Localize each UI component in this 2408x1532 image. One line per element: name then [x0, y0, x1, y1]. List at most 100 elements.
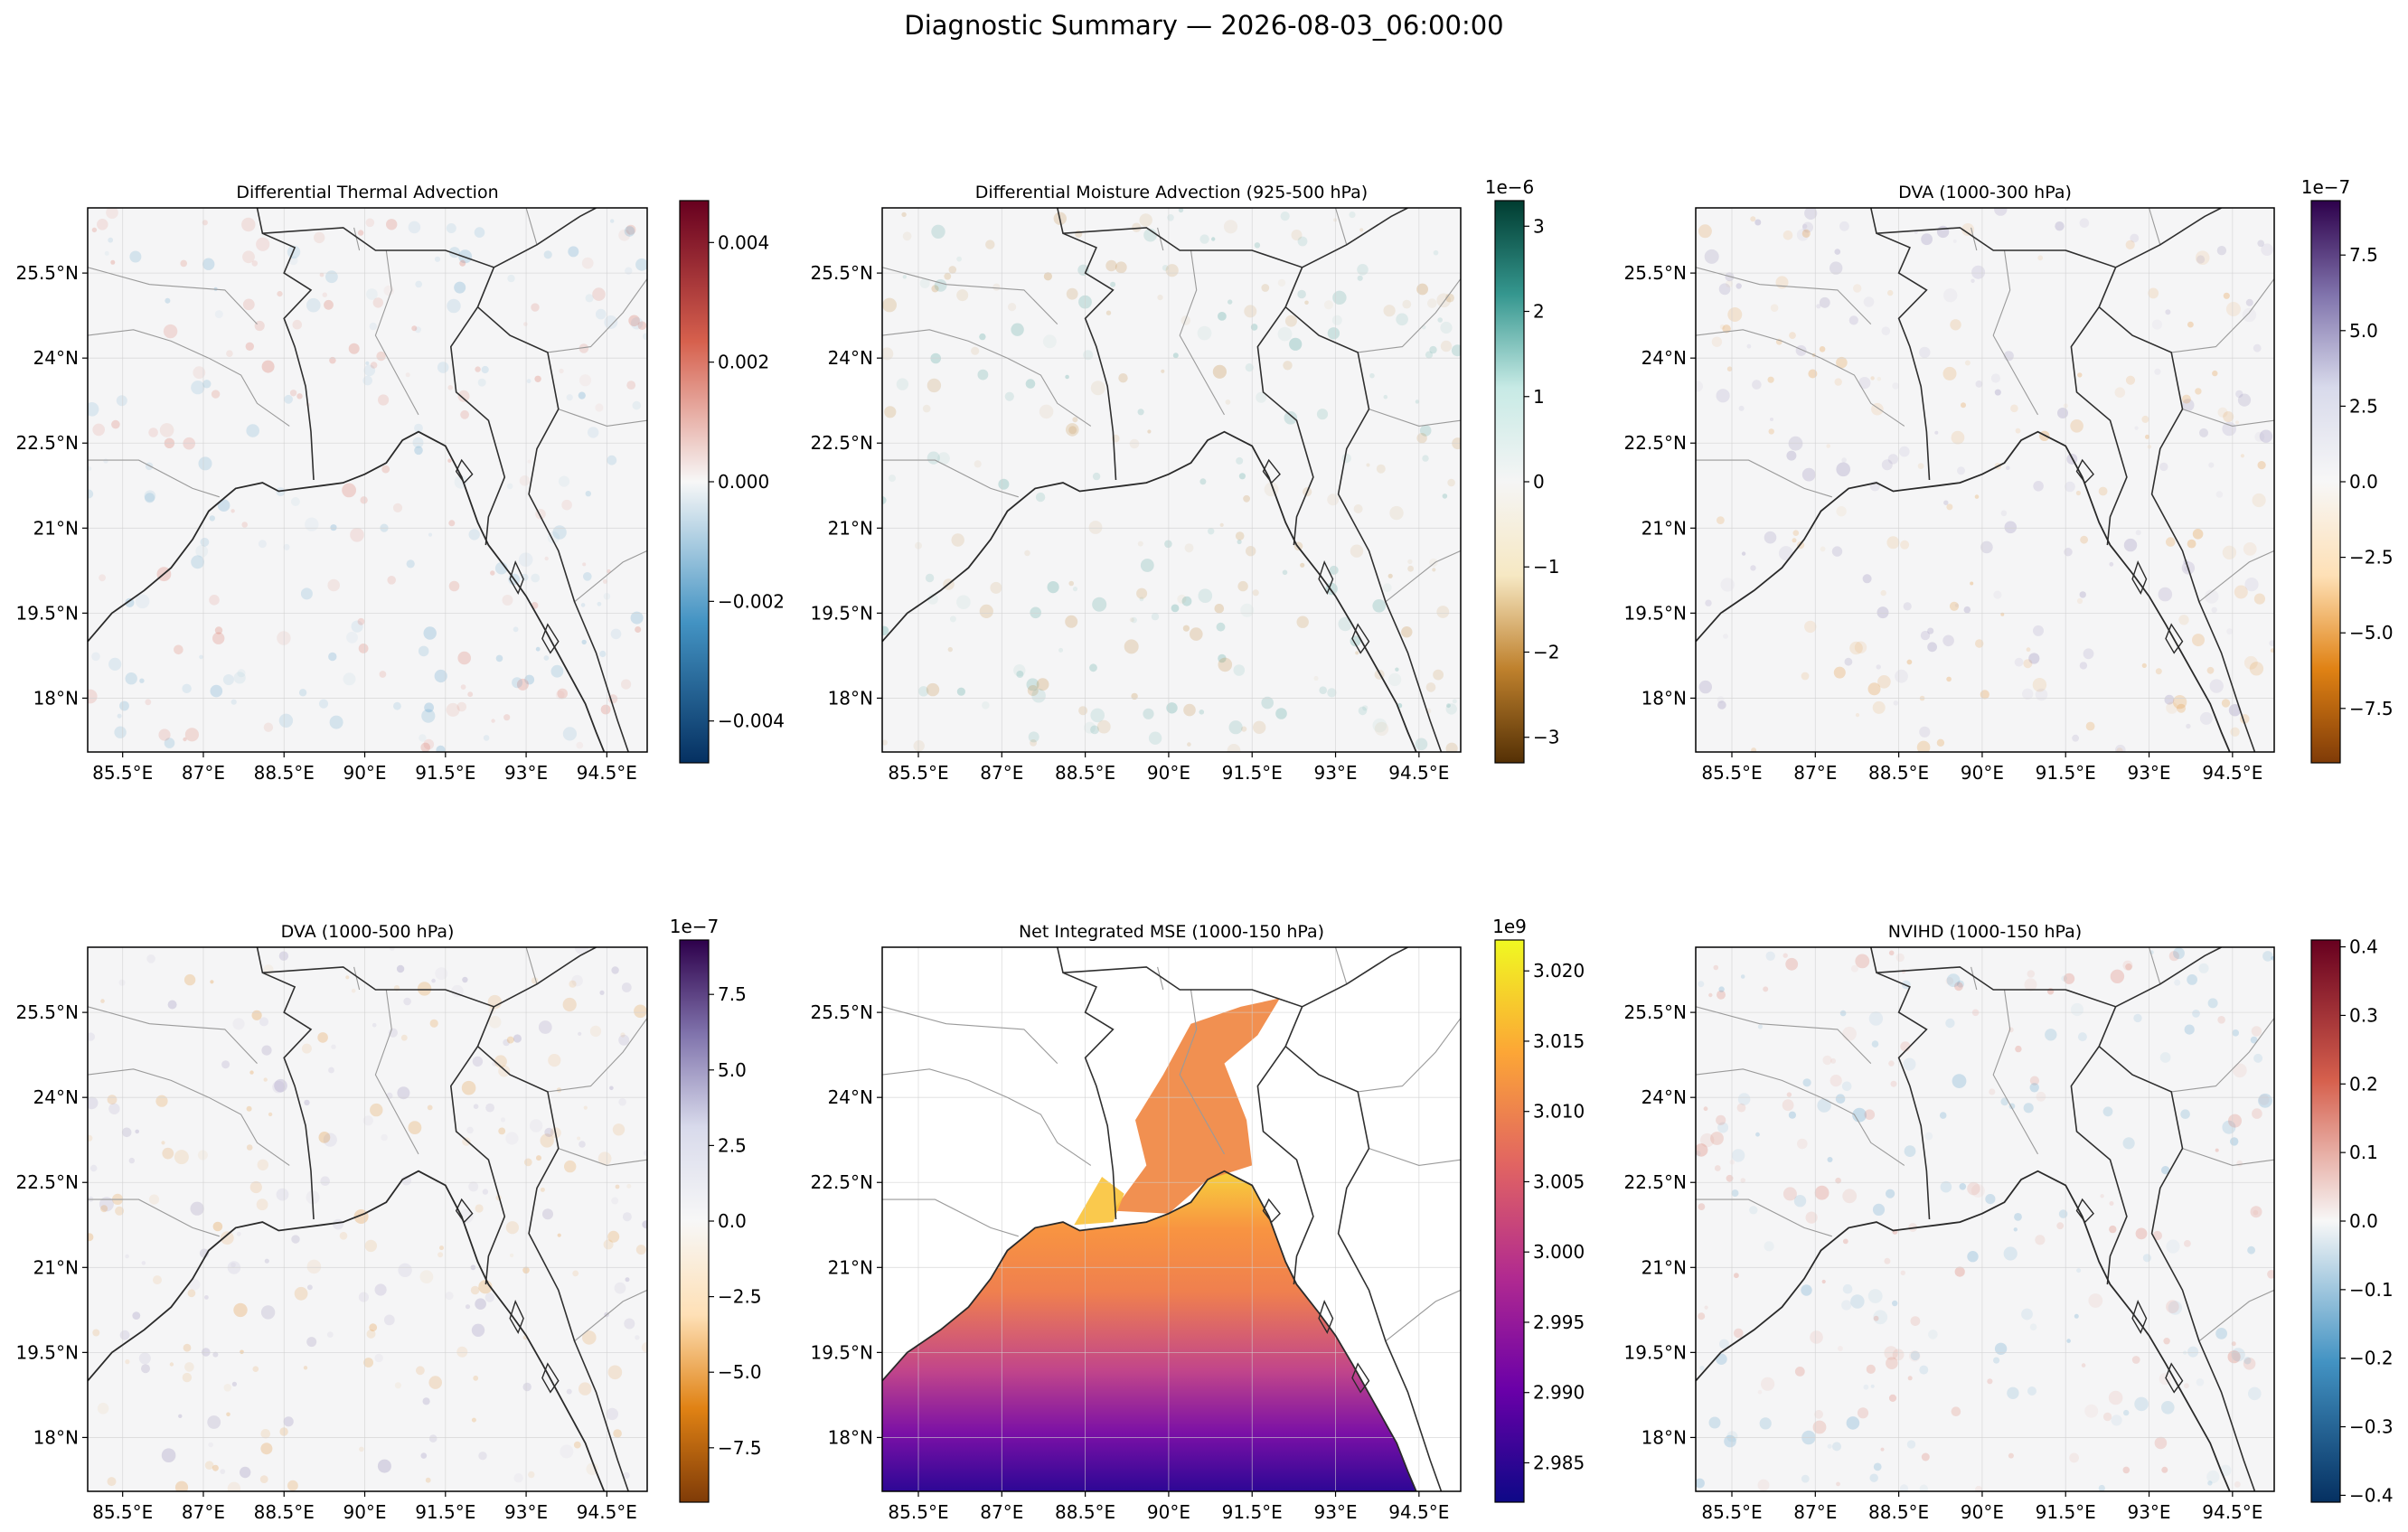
state-boundary: [1696, 1068, 1905, 1166]
lat-tick-label: 19.5°N: [811, 1341, 874, 1363]
colorbar-tick-label: 0.000: [718, 471, 769, 493]
country-border: [2115, 947, 2222, 1008]
island-outline: [455, 458, 474, 484]
state-boundary: [882, 459, 1019, 498]
colorbar-tick-label: 0.004: [718, 231, 769, 253]
colorbar-dva300: −7.5 −5.0 −2.5 0.0 2.5 5.0 7.5 1e−7: [2301, 176, 2394, 764]
island-outline: [509, 559, 524, 596]
state-boundary: [2148, 947, 2161, 984]
state-boundary: [88, 329, 290, 427]
map-panel-nvihd: 85.5°E 87°E 88.5°E 90°E 91.5°E 93°E 94.5°E 25.5…: [1624, 936, 2394, 1523]
country-border: [256, 208, 315, 481]
panel-title: DVA (1000-300 hPa): [1898, 183, 2072, 202]
state-boundary: [1157, 227, 1164, 251]
state-boundary: [2198, 550, 2274, 603]
state-boundary: [88, 267, 258, 324]
colorbar-tick-label: 0.0: [2349, 471, 2378, 493]
colorbar-mse: 2.985 2.990 2.995 3.000 3.005 3.010 3.015 3.020…: [1492, 916, 1585, 1503]
lat-tick-label: 18°N: [828, 1426, 873, 1448]
colorbar-exponent: 1e−7: [2301, 176, 2351, 198]
lon-tick-label: 87°E: [182, 762, 225, 784]
colorbar-tick-label: 3.005: [1533, 1170, 1585, 1192]
lat-tick-label: 22.5°N: [811, 432, 874, 454]
lon-tick-label: 93°E: [504, 762, 548, 784]
state-boundary: [882, 329, 1092, 427]
state-boundary: [574, 1289, 647, 1342]
lon-tick-label: 88.5°E: [1055, 1501, 1115, 1523]
map-frame: [87, 946, 648, 1492]
state-boundary: [1385, 550, 1461, 603]
island-outline: [1318, 560, 1334, 595]
mse-ocean-field: [882, 1170, 1461, 1491]
colorbar-tick-label: 0.4: [2349, 936, 2378, 958]
lat-tick-label: 21°N: [33, 517, 79, 539]
lon-tick-label: 91.5°E: [2036, 762, 2096, 784]
island-outline: [2131, 560, 2148, 595]
lat-tick-label: 24°N: [33, 347, 79, 369]
country-border: [494, 208, 597, 268]
lat-tick-label: 19.5°N: [1624, 1341, 1688, 1363]
colorbar-tick-label: 3.020: [1533, 960, 1585, 982]
state-boundary: [547, 278, 647, 353]
lon-tick-label: 93°E: [1313, 1501, 1357, 1523]
lat-tick-label: 18°N: [33, 687, 79, 709]
lon-tick-label: 94.5°E: [2202, 762, 2262, 784]
map-panel-dva300: 85.5°E 87°E 88.5°E 90°E 91.5°E 93°E 94.5°E 25.5…: [1624, 176, 2394, 784]
colorbar-tick-label: 2.5: [718, 1134, 747, 1156]
colorbar-tick-label: −0.1: [2349, 1279, 2394, 1301]
panel-title: NVIHD (1000-150 hPa): [1887, 922, 2083, 942]
colorbar-nvihd: −0.4 −0.3 −0.2 −0.1 0.0 0.1 0.2 0.3 0.4: [2310, 936, 2394, 1506]
island-outline: [2075, 458, 2094, 484]
state-boundary: [547, 1018, 647, 1093]
colorbar-tick-label: −7.5: [718, 1437, 762, 1459]
lon-tick-label: 87°E: [1793, 1501, 1837, 1523]
map-panel-dma: 85.5°E 87°E 88.5°E 90°E 91.5°E 93°E 94.5°E 25.5…: [811, 176, 1560, 784]
colorbar-tick-label: 5.0: [718, 1059, 747, 1081]
lon-tick-label: 94.5°E: [1388, 1501, 1449, 1523]
colorbar-exponent: 1e9: [1492, 916, 1527, 937]
state-boundary: [2182, 1148, 2274, 1166]
lat-tick-label: 24°N: [1641, 347, 1687, 369]
lon-tick-label: 93°E: [2127, 1501, 2170, 1523]
field-background: [88, 947, 647, 1491]
lat-tick-label: 25.5°N: [1624, 262, 1688, 284]
state-boundary: [2148, 208, 2161, 245]
colorbar-tick-label: −2.5: [718, 1286, 762, 1308]
lon-tick-label: 88.5°E: [1055, 762, 1115, 784]
colorbar-gradient: [1494, 939, 1525, 1503]
panel-title: Net Integrated MSE (1000-150 hPa): [1018, 922, 1325, 942]
country-border: [1876, 966, 2128, 1285]
country-border: [1284, 1046, 1443, 1491]
country-border: [1062, 966, 1314, 1285]
country-border: [1057, 208, 1117, 481]
state-boundary: [1696, 459, 1832, 498]
map-panel-dva500: 85.5°E 87°E 88.5°E 90°E 91.5°E 93°E 94.5°E 25.5…: [16, 916, 762, 1523]
island-outline: [509, 1299, 524, 1335]
state-boundary: [2171, 1018, 2274, 1093]
lat-tick-label: 19.5°N: [811, 602, 874, 624]
lon-tick-label: 87°E: [1793, 762, 1837, 784]
state-boundary: [374, 249, 419, 416]
colorbar-dta: −0.004 −0.002 0.000 0.002 0.004: [679, 200, 785, 764]
country-border: [476, 306, 629, 752]
country-border: [2098, 306, 2256, 752]
lat-tick-label: 19.5°N: [16, 602, 80, 624]
country-border: [262, 966, 506, 1285]
state-boundary: [1358, 1018, 1461, 1093]
lon-tick-label: 85.5°E: [888, 762, 948, 784]
colorbar-exponent: 1e−6: [1485, 176, 1535, 198]
lon-tick-label: 91.5°E: [1222, 1501, 1283, 1523]
lat-tick-label: 24°N: [33, 1086, 79, 1108]
field-background: [88, 208, 647, 752]
lat-tick-label: 25.5°N: [16, 262, 80, 284]
colorbar-tick-label: 1: [1533, 386, 1545, 408]
map-frame: [1695, 207, 2275, 753]
colorbar-tick-label: −0.002: [718, 590, 785, 612]
state-boundary: [1157, 966, 1164, 991]
lat-tick-label: 21°N: [33, 1256, 79, 1278]
state-boundary: [1696, 267, 1872, 324]
lon-tick-label: 90°E: [1147, 762, 1190, 784]
state-boundary: [525, 208, 538, 245]
colorbar-tick-label: 2.990: [1533, 1382, 1585, 1404]
